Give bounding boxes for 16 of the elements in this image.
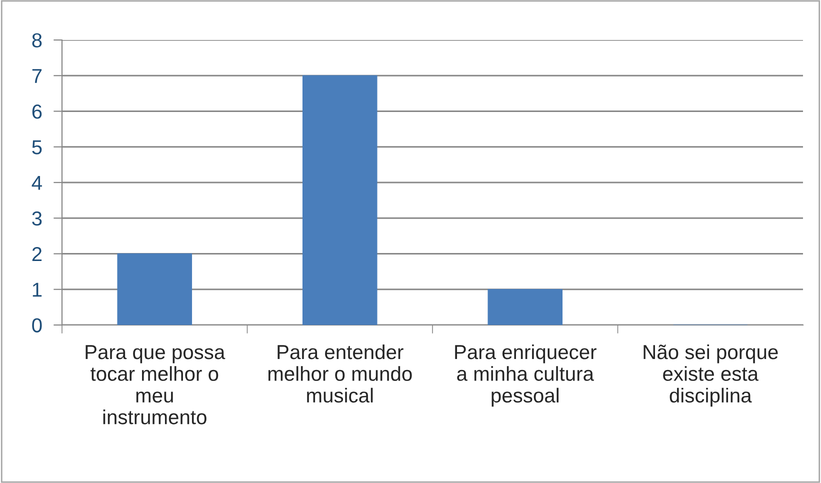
y-tick-label: 3 (32, 211, 42, 226)
x-tick-label: Não sei porque existe esta disciplina (644, 344, 778, 407)
bar (488, 289, 563, 325)
bar (302, 75, 378, 325)
y-tick-label: 5 (32, 140, 42, 154)
y-tick-label: 7 (32, 69, 42, 83)
bar (117, 253, 192, 325)
y-tick-label: 8 (32, 33, 42, 48)
y-tick-label: 6 (32, 104, 42, 119)
x-tick-label: Para enriquecer a minha cultura pessoal (455, 344, 596, 407)
y-tick-label: 4 (32, 176, 42, 190)
y-tick-label: 2 (32, 246, 42, 262)
y-tick-label: 1 (32, 282, 42, 297)
x-tick-label: Para entender melhor o mundo musical (268, 344, 412, 403)
x-tick-label: Para que possa tocar melhor o meu instrumento (86, 345, 226, 424)
y-tick-label: 0 (32, 318, 42, 332)
